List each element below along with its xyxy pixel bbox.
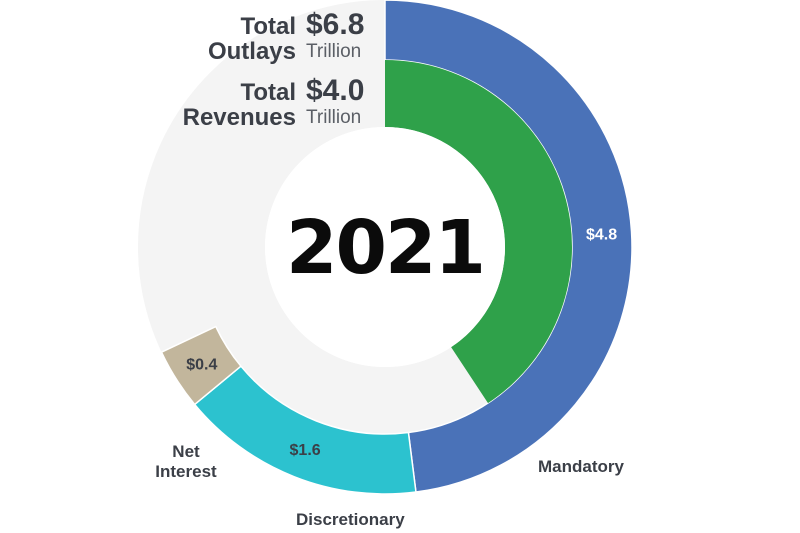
outer-segment-net-interest [160,325,242,406]
center-year-label: 2021 [286,205,486,291]
inner-segment-revenues [385,60,572,404]
value-label-net-interest: $0.4 [186,356,217,373]
revenues-label-line2: Revenues [182,104,296,131]
value-label-mandatory: $4.8 [586,226,617,243]
revenues-unit: Trillion [306,107,362,128]
category-label-mandatory: Mandatory [538,457,624,476]
outlays-label: Total Outlays [150,14,296,64]
category-label-discretionary: Discretionary [296,510,405,529]
revenues-label-line1: Total [240,79,296,106]
outlays-unit: Trillion [306,41,362,62]
outlays-label-line2: Outlays [207,38,296,65]
revenues-amount-block: $4.0 Trillion [306,75,364,129]
revenues-amount: $4.0 [306,74,365,107]
revenues-label: Total Revenues [150,80,296,130]
category-label-net-interest: Net Interest [155,442,217,481]
outlays-amount-block: $6.8 Trillion [306,9,364,63]
outlays-label-line1: Total [240,13,296,40]
donut-center [265,127,505,367]
value-label-discretionary: $1.6 [290,442,321,459]
outlays-amount: $6.8 [306,8,365,41]
